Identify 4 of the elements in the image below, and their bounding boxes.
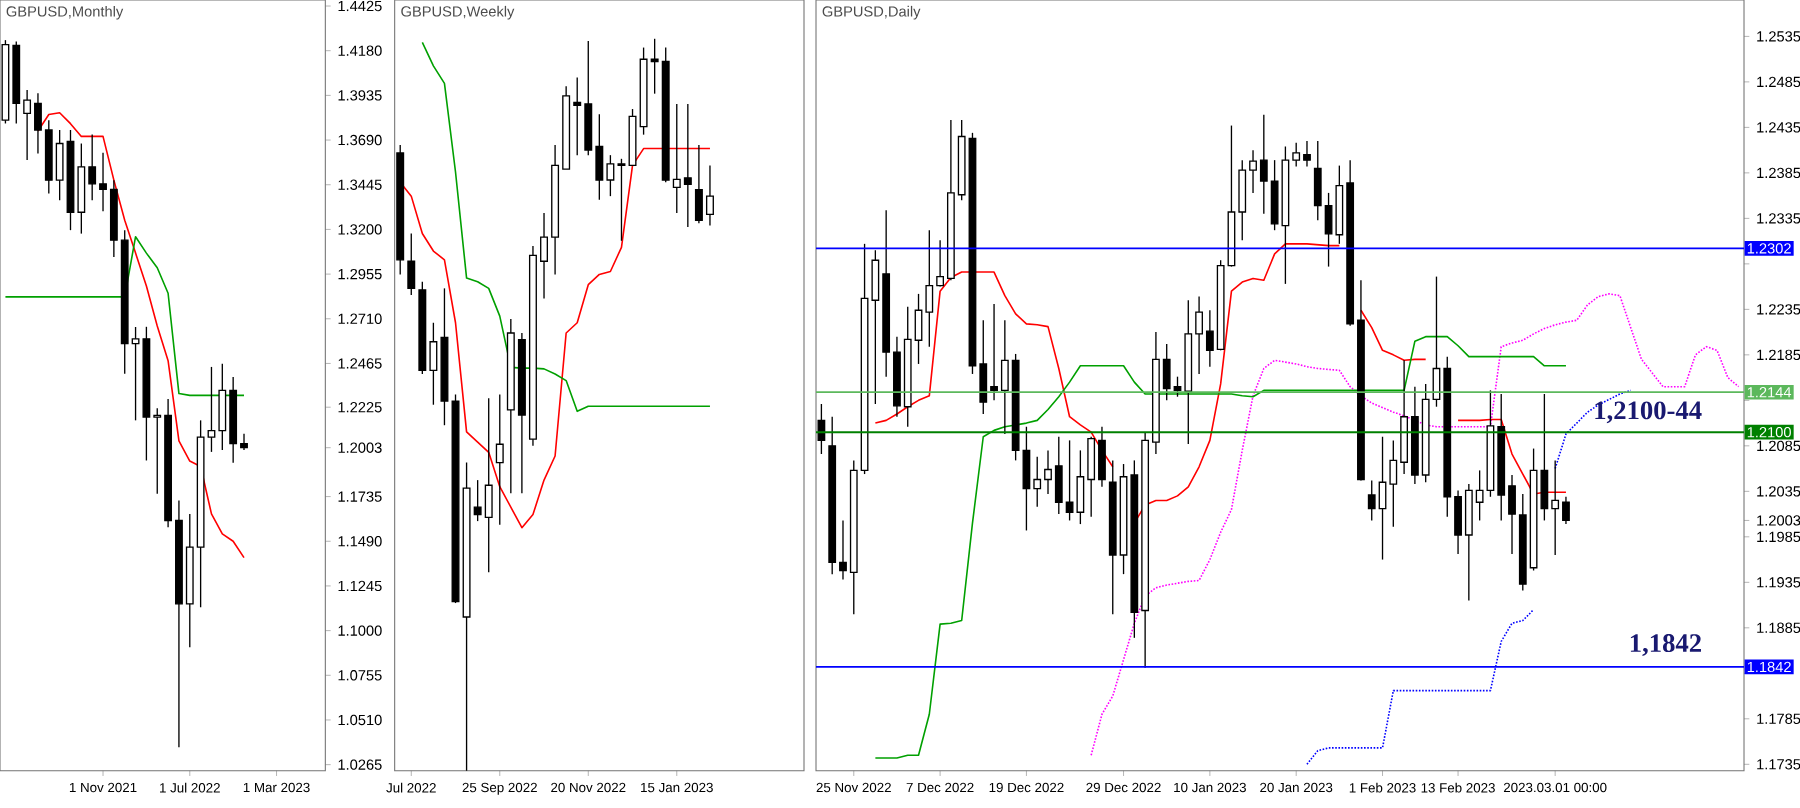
annotation: 1,2100-44 [1595, 401, 1702, 424]
annotation: 1,1842 [1630, 634, 1701, 656]
candlestick [495, 393, 504, 526]
candlestick [407, 232, 416, 296]
